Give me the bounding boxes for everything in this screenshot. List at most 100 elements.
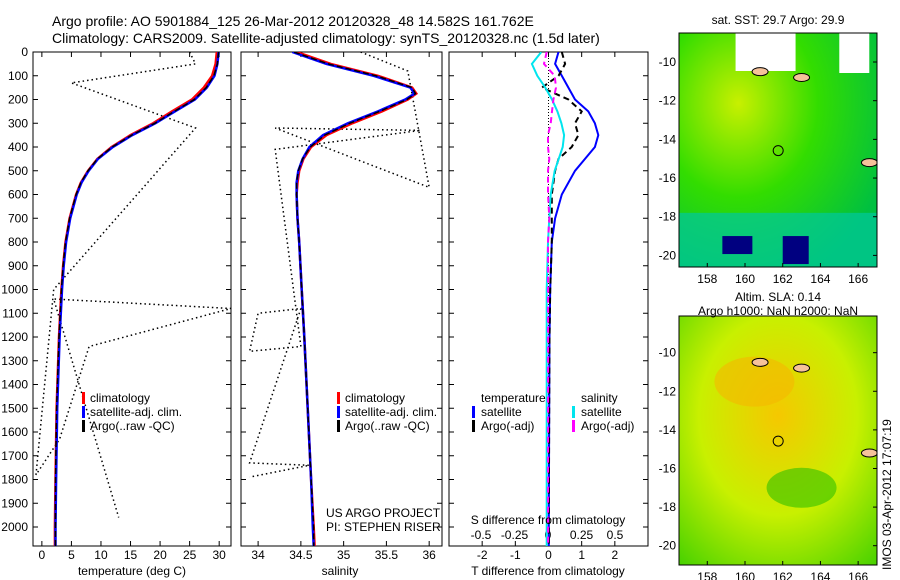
y-tick-label: -18 [659, 500, 677, 514]
argo-position-marker [772, 435, 784, 447]
series-argo-raw-qc- [54, 52, 220, 546]
x2-axis-label-s-difference: S difference from climatology [471, 513, 626, 527]
series-climatology [295, 52, 419, 546]
project-annotation: US ARGO PROJECT [326, 506, 441, 520]
map-land-island [860, 448, 877, 458]
x-tick-label: 160 [735, 272, 755, 286]
x-tick-label: 166 [848, 272, 868, 286]
map-land-island [751, 357, 769, 367]
y-tick-label: 1300 [1, 354, 28, 368]
series-t-satellite [547, 52, 600, 546]
x-tick-label: 5 [68, 548, 75, 562]
x-tick-label: 0 [545, 548, 552, 562]
axes-frame-temperature [32, 51, 232, 547]
x2-tick-label: 0.5 [607, 528, 624, 542]
sst-map-title: sat. SST: 29.7 Argo: 29.9 [712, 13, 845, 27]
legend-swatch-climatology [337, 392, 340, 404]
pi-annotation: PI: STEPHEN RISER [326, 520, 441, 534]
x-tick-label: 15 [124, 548, 138, 562]
y-tick-label: 200 [8, 93, 28, 107]
y-tick-label: 1600 [1, 425, 28, 439]
figure-title-line1: Argo profile: AO 5901884_125 26-Mar-2012… [52, 13, 534, 29]
x-tick-label: -1 [510, 548, 521, 562]
map-field-sla_map [679, 316, 877, 565]
argo-raw-profile [248, 52, 431, 478]
series-argo-raw-qc- [293, 52, 417, 546]
map-frame-sst_map [678, 32, 878, 268]
map-low-anomaly [766, 467, 837, 508]
legend-swatch-satellite [337, 406, 340, 418]
y-tick-label: -16 [659, 461, 677, 475]
map-missing-data [839, 33, 870, 73]
legend-label: Argo(..raw -QC) [345, 419, 430, 433]
y-tick-label: 500 [8, 164, 28, 178]
map-land-island [751, 67, 769, 77]
x-tick-label: 158 [697, 272, 717, 286]
y-tick-label: 900 [8, 259, 28, 273]
x-tick-label: 35.5 [375, 548, 399, 562]
argo-position-marker [772, 145, 784, 157]
legend-label: climatology [345, 391, 405, 405]
sla-map-title-line2: Argo h1000: NaN h2000: NaN [698, 304, 858, 318]
y-tick-label: 1700 [1, 449, 28, 463]
y-tick-label: 800 [8, 235, 28, 249]
y-tick-label: -18 [659, 210, 677, 224]
legend-swatch-climatology [82, 392, 85, 404]
x-tick-label: 166 [848, 570, 868, 580]
difference-legend: temperature salinity satellite Argo(-adj… [472, 391, 634, 433]
series-climatology [53, 52, 219, 546]
legend-label: Argo(-adj) [481, 419, 534, 433]
x-axis-label-salinity: salinity [322, 564, 359, 578]
x-axis-label-t-difference: T difference from climatology [471, 564, 625, 578]
salinity-legend: climatology satellite-adj. clim. Argo(..… [326, 391, 441, 534]
legend-label: climatology [90, 391, 150, 405]
x-tick-label: 36 [422, 548, 436, 562]
legend-header-salinity: salinity [581, 391, 618, 405]
map-land-island [793, 363, 811, 373]
y-tick-label: -14 [659, 132, 677, 146]
map-cold-patch [782, 236, 809, 265]
map-high-anomaly [714, 356, 795, 407]
x-tick-label: 34.5 [289, 548, 313, 562]
temperature-legend: climatology satellite-adj. clim. Argo(..… [82, 391, 182, 433]
y-tick-label: 300 [8, 116, 28, 130]
x2-tick-label: 0.25 [570, 528, 594, 542]
x-tick-label: 162 [773, 272, 793, 286]
x-tick-label: 0 [39, 548, 46, 562]
legend-header-temperature: temperature [481, 391, 546, 405]
map-cool-region [679, 212, 877, 267]
legend-swatch-t-argo [472, 420, 475, 432]
x-tick-label: 160 [735, 570, 755, 580]
x2-tick-label: -0.25 [501, 528, 529, 542]
x-tick-label: 2 [611, 548, 618, 562]
y-tick-label: -12 [659, 94, 677, 108]
legend-swatch-s-satellite [572, 406, 575, 418]
x-axis-label-temperature: temperature (deg C) [78, 564, 186, 578]
legend-swatch-argo [82, 420, 85, 432]
x-tick-label: -2 [477, 548, 488, 562]
map-frame-sla_map [678, 315, 878, 566]
y-tick-label: 2000 [1, 520, 28, 534]
legend-swatch-s-argo [572, 420, 575, 432]
x-tick-label: 25 [183, 548, 197, 562]
x-tick-label: 30 [212, 548, 226, 562]
sla-map-title-line1: Altim. SLA: 0.14 [735, 290, 821, 304]
x-tick-label: 10 [94, 548, 108, 562]
y-tick-label: 1500 [1, 401, 28, 415]
x-tick-label: 34 [251, 548, 265, 562]
x-tick-label: 164 [810, 272, 830, 286]
y-tick-label: 0 [21, 45, 28, 59]
y-tick-label: 1800 [1, 473, 28, 487]
y-tick-label: 1900 [1, 496, 28, 510]
x-tick-label: 20 [153, 548, 167, 562]
y-tick-label: -16 [659, 171, 677, 185]
map-missing-data [735, 33, 796, 71]
legend-swatch-satellite [82, 406, 85, 418]
y-tick-label: 100 [8, 69, 28, 83]
legend-label: Argo(-adj) [581, 419, 634, 433]
series-s-satellite [530, 52, 566, 546]
x-tick-label: 1 [578, 548, 585, 562]
y-tick-label: -14 [659, 423, 677, 437]
imos-timestamp: IMOS 03-Apr-2012 17:07:19 [880, 419, 894, 570]
